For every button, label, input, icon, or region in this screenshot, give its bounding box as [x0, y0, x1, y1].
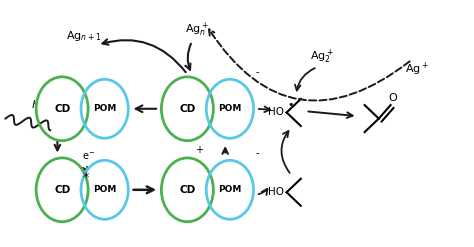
Text: -: -: [256, 148, 259, 158]
Text: HO: HO: [268, 187, 284, 197]
Text: e$^{-}$: e$^{-}$: [82, 151, 95, 162]
Text: $h\nu$: $h\nu$: [31, 98, 46, 110]
Ellipse shape: [36, 77, 88, 141]
Text: Ag$^+$: Ag$^+$: [405, 61, 428, 78]
Text: CD: CD: [54, 185, 70, 195]
Text: CD: CD: [54, 104, 70, 114]
Text: Ag$_2^+$: Ag$_2^+$: [310, 48, 334, 66]
Text: -: -: [256, 67, 259, 77]
Text: HO: HO: [268, 107, 284, 117]
Text: •: •: [287, 100, 294, 110]
Text: Ag$_n^+$: Ag$_n^+$: [185, 21, 209, 39]
Ellipse shape: [161, 158, 213, 222]
Ellipse shape: [206, 79, 254, 138]
Ellipse shape: [81, 160, 128, 219]
Ellipse shape: [81, 79, 128, 138]
Text: +: +: [195, 145, 203, 155]
Text: O: O: [389, 93, 397, 103]
Text: POM: POM: [218, 185, 242, 194]
Text: POM: POM: [93, 104, 116, 113]
Text: Ag$_{n+1}$: Ag$_{n+1}$: [65, 29, 101, 43]
Ellipse shape: [161, 77, 213, 141]
Text: CD: CD: [179, 185, 195, 195]
Text: POM: POM: [93, 185, 116, 194]
Text: *: *: [82, 171, 89, 184]
Text: POM: POM: [218, 104, 242, 113]
Text: CD: CD: [179, 104, 195, 114]
Ellipse shape: [36, 158, 88, 222]
Ellipse shape: [206, 160, 254, 219]
